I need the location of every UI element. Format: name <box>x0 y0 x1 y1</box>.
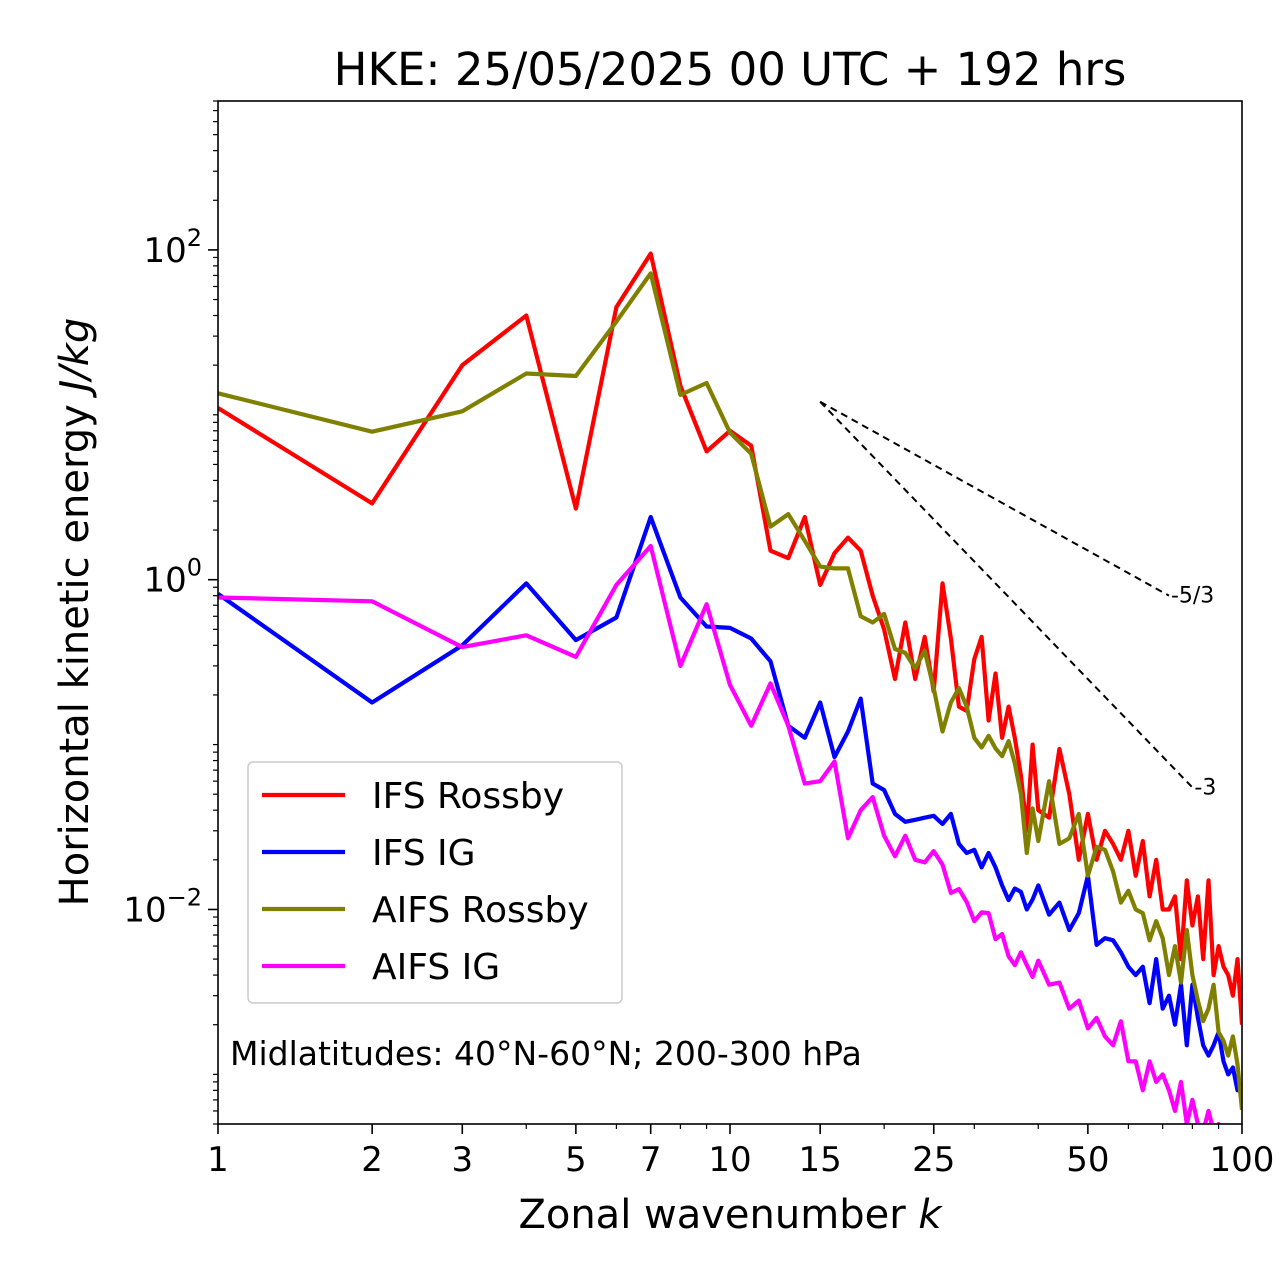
x-tick-label: 1 <box>207 1140 229 1180</box>
series-line-ifs-ig <box>218 514 1242 1093</box>
region-annotation: Midlatitudes: 40°N-60°N; 200-300 hPa <box>230 1034 862 1073</box>
x-tick-label: 3 <box>451 1140 473 1180</box>
legend: IFS Rossby IFS IG AIFS Rossby AIFS IG <box>247 761 623 1004</box>
x-tick-label: 10 <box>708 1140 751 1180</box>
x-tick-label: 50 <box>1066 1140 1109 1180</box>
y-axis-label-text: Horizontal kinetic energy <box>52 404 98 906</box>
legend-label-ifs-rossby: IFS Rossby <box>372 776 564 817</box>
x-tick-label: 100 <box>1210 1140 1275 1180</box>
y-tick-label: 100 <box>143 554 202 601</box>
x-tick-label: 7 <box>640 1140 662 1180</box>
y-axis-label-unit: J/kg <box>52 318 98 399</box>
reference-line-3 <box>819 401 1194 789</box>
y-tick-label: 102 <box>143 224 202 271</box>
x-axis-label-text: Zonal wavenumber <box>518 1192 906 1238</box>
y-tick-label: 10−2 <box>123 883 202 930</box>
reference-line-label: -3 <box>1194 775 1216 800</box>
legend-label-aifs-rossby: AIFS Rossby <box>372 890 589 931</box>
chart-title: HKE: 25/05/2025 00 UTC + 192 hrs <box>334 43 1127 96</box>
reference-line-5-3 <box>819 400 1170 597</box>
x-tick-label: 5 <box>565 1140 587 1180</box>
series-line-aifs-ig <box>218 543 1221 1124</box>
legend-box <box>247 761 623 1004</box>
reference-slopes: -5/3 -3 <box>819 400 1216 800</box>
series-layer <box>218 251 1242 1124</box>
series-line-aifs-rossby <box>218 271 1242 1111</box>
legend-label-ifs-ig: IFS IG <box>372 833 476 874</box>
reference-line-label: -5/3 <box>1171 584 1214 609</box>
x-tick-label: 15 <box>799 1140 842 1180</box>
x-axis-label-var: k <box>918 1192 943 1238</box>
y-axis-label: Horizontal kinetic energy J/kg <box>52 318 98 907</box>
legend-label-aifs-ig: AIFS IG <box>372 947 500 988</box>
axis-ticks: 1 2 3 5 7 10 15 25 50 100 10−2 100 102 <box>123 100 1275 1180</box>
x-tick-label: 2 <box>361 1140 383 1180</box>
x-tick-label: 25 <box>912 1140 955 1180</box>
x-axis-label: Zonal wavenumber k <box>518 1192 943 1238</box>
series-line-ifs-rossby <box>218 251 1242 1025</box>
